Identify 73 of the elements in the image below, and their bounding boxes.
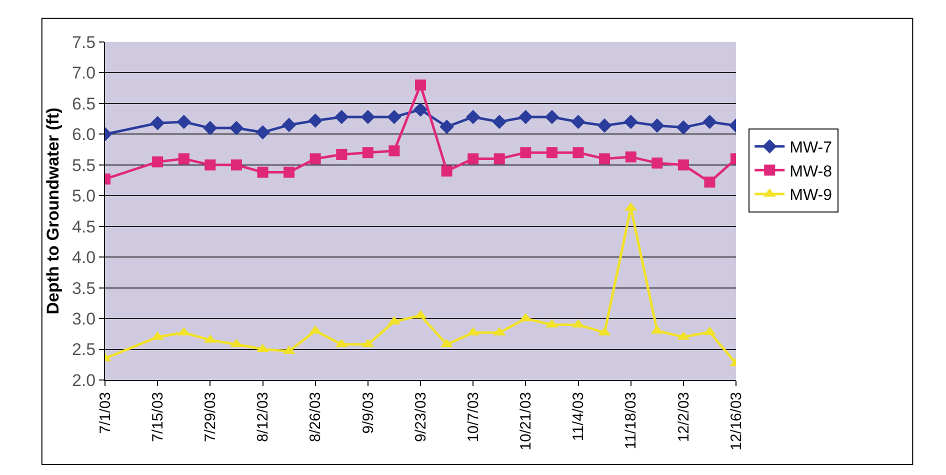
x-tick-label: 8/26/03 [307,392,324,442]
point [229,120,244,136]
point [388,145,400,156]
y-tick-label: 5.0 [72,186,96,206]
x-tick-label: 9/9/03 [360,392,377,434]
point [362,147,374,158]
x-tick-label: 12/2/03 [675,392,692,442]
point [204,159,216,170]
point [441,166,452,177]
y-tick-label: 3.0 [72,310,96,328]
y-axis-title: Depth to Groundwater (ft) [44,108,63,314]
point [597,118,612,133]
point [360,110,376,124]
x-tick-label: 8/12/03 [254,392,272,442]
point [572,147,584,158]
point [676,120,691,135]
point [415,80,426,91]
x-tick-label: 11/4/03 [570,392,588,441]
point [652,158,663,169]
point [544,110,560,124]
y-tick-label: 2.5 [72,340,96,360]
point [150,116,165,130]
point [413,102,428,117]
x-tick-label: 9/23/03 [412,392,430,442]
point [334,110,349,124]
x-tick-label: 7/15/03 [149,392,166,442]
point [284,166,295,178]
point [256,125,270,140]
y-tick-label: 7.5 [72,32,96,52]
point [468,153,479,164]
point [494,153,505,164]
y-tick-label: 3.5 [72,278,96,298]
point [440,120,454,134]
point [571,114,586,130]
x-tick-label: 12/16/03 [728,392,745,450]
point [230,159,242,170]
legend-label: MW-7 [790,140,832,157]
point [546,147,558,158]
point [520,147,532,158]
x-tick-label: 7/29/03 [202,392,220,442]
point [308,114,322,128]
point [492,114,507,130]
point [518,110,533,124]
y-tick-label: 7.0 [72,64,96,83]
x-tick-label: 7/1/03 [96,392,114,434]
point [624,114,638,130]
point [702,114,717,130]
point [387,110,402,124]
legend-label: MW-9 [790,187,832,204]
point [310,153,321,164]
point [650,118,664,133]
y-tick-label: 2.0 [72,370,96,390]
point [599,153,610,164]
point [678,159,689,170]
point [282,118,296,132]
point [178,153,190,164]
point [336,148,348,160]
y-tick-label: 6.0 [72,125,96,144]
legend-label: MW-8 [790,163,832,180]
point [176,114,192,130]
x-tick-label: 10/7/03 [464,392,482,442]
y-tick-label: 5.5 [72,156,96,175]
point [152,156,164,168]
point [257,166,268,178]
point [466,110,480,124]
point [203,120,218,136]
y-tick-label: 4.0 [72,248,96,268]
y-tick-label: 4.5 [72,217,96,236]
x-tick-label: 11/18/03 [622,392,640,450]
y-tick-label: 6.5 [72,94,96,114]
point [704,176,716,188]
point [625,151,636,162]
x-tick-label: 10/21/03 [518,392,535,450]
